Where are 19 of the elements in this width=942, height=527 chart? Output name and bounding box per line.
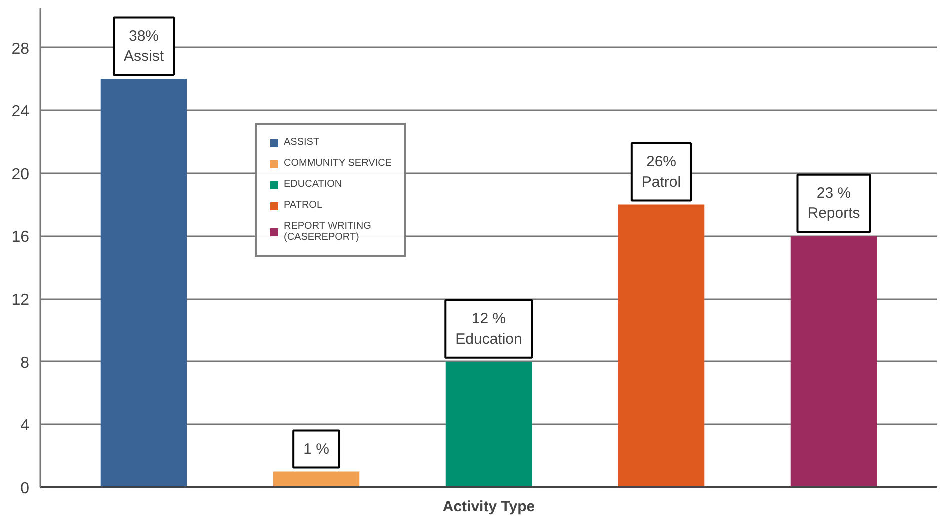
legend-label: PATROL [284, 200, 323, 211]
y-tick-label: 20 [12, 166, 30, 184]
y-tick-label: 0 [20, 480, 30, 498]
y-tick-label: 4 [20, 418, 30, 435]
annotation: 12 % Education [456, 310, 522, 348]
legend-label: EDUCATION [284, 179, 342, 190]
y-tick-label: 28 [12, 40, 30, 58]
annotation: 23 % Reports [808, 184, 860, 222]
y-tick-label: 16 [12, 229, 30, 246]
legend-label: ASSIST [284, 137, 320, 148]
x-axis-title: Activity Type [442, 498, 536, 516]
annotation: 38% Assist [124, 28, 165, 66]
y-tick-label: 12 [12, 292, 30, 310]
y-tick-label: 8 [20, 354, 30, 372]
legend-label: REPORT WRITING (CASEREPORT) [284, 221, 372, 243]
y-tick-label: 24 [12, 104, 30, 121]
annotation: 1 % [304, 440, 330, 458]
annotation: 26% Patrol [642, 153, 682, 191]
legend-label: COMMUNITY SERVICE [284, 158, 392, 169]
